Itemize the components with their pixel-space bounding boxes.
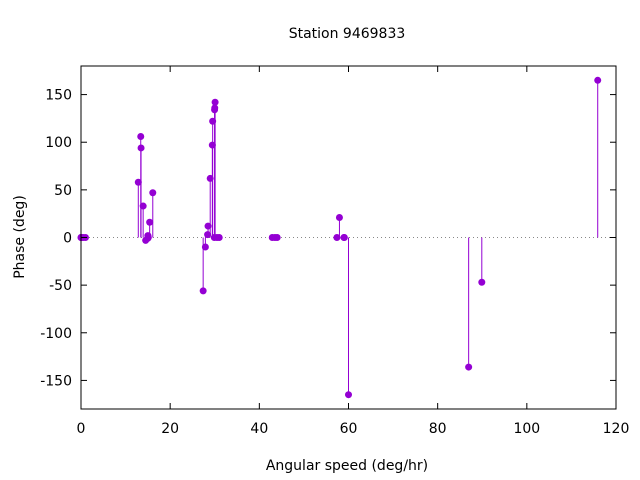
x-tick-label: 120 bbox=[603, 421, 630, 437]
y-axis-label: Phase (deg) bbox=[12, 195, 28, 279]
data-point bbox=[273, 234, 281, 241]
chart-title: Station 9469833 bbox=[289, 26, 406, 42]
y-tick-label: 150 bbox=[45, 88, 72, 104]
y-tick-label: -100 bbox=[40, 326, 72, 342]
data-point bbox=[333, 234, 341, 241]
data-point bbox=[146, 218, 154, 226]
data-point bbox=[201, 243, 209, 251]
x-tick-label: 100 bbox=[513, 421, 540, 437]
x-tick-label: 60 bbox=[340, 421, 358, 437]
data-point bbox=[199, 287, 207, 295]
x-tick-label: 40 bbox=[250, 421, 268, 437]
data-point bbox=[137, 133, 145, 141]
data-point bbox=[139, 202, 147, 210]
y-tick-label: -150 bbox=[40, 373, 72, 389]
y-tick-label: -50 bbox=[49, 278, 72, 294]
x-tick-label: 0 bbox=[77, 421, 86, 437]
data-point bbox=[335, 213, 343, 221]
x-tick-label: 20 bbox=[161, 421, 179, 437]
data-point bbox=[211, 98, 219, 106]
data-point bbox=[137, 144, 145, 152]
data-point bbox=[345, 391, 352, 399]
x-tick-label: 80 bbox=[429, 421, 447, 437]
y-tick-label: 50 bbox=[54, 183, 72, 199]
y-tick-label: 100 bbox=[45, 135, 72, 151]
plot-area bbox=[77, 76, 616, 399]
data-point bbox=[465, 363, 473, 371]
data-point bbox=[340, 234, 348, 241]
y-tick-label: 0 bbox=[63, 231, 72, 247]
data-point bbox=[478, 278, 486, 286]
x-axis-label: Angular speed (deg/hr) bbox=[266, 458, 428, 474]
data-point bbox=[134, 178, 142, 186]
data-point bbox=[144, 234, 152, 241]
data-point bbox=[594, 76, 602, 84]
data-point bbox=[149, 189, 157, 197]
data-point bbox=[215, 234, 223, 241]
